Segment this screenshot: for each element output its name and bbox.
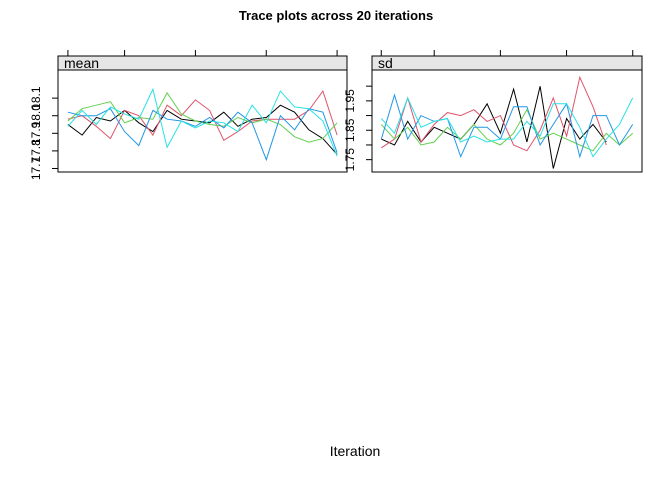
panel-frame-mean [57,69,348,173]
panels-layer: mean 17.717.817.918.018.1 sd 1.75 1.85 1.95 [29,50,643,180]
series-line-mean-4 [67,108,338,162]
strip-label-mean: mean [64,55,99,71]
series-line-sd-4 [380,93,634,159]
panel-sd: sd 1.75 1.85 1.95 [343,50,643,173]
panel-mean: mean 17.717.817.918.018.1 [29,50,348,180]
series-line-mean-3 [67,91,338,143]
x-axis-label: Iteration [330,443,381,459]
panel-frame-sd [371,69,643,173]
series-group-sd [380,75,634,169]
y-tick-label-sd-2: 1.85 [343,118,357,142]
y-tick-label-mean-3: 18.0 [29,104,43,128]
series-line-sd-5 [380,96,634,158]
series-group-mean [67,87,338,162]
strip-mean [57,55,348,71]
series-line-mean-2 [67,90,338,142]
strip-label-sd: sd [378,55,393,71]
series-line-sd-2 [381,75,607,152]
y-tick-label-mean-4: 18.1 [29,86,43,110]
y-tick-label-mean-2: 17.9 [29,121,43,145]
y-tick-label-mean-1: 17.8 [29,139,43,163]
series-line-mean-1 [67,104,338,155]
series-line-mean-5 [67,87,338,157]
chart-title: Trace plots across 20 iterations [239,8,433,23]
y-tick-label-sd-4: 1.95 [343,89,357,113]
y-tick-label-sd-0: 1.75 [343,148,357,172]
y-tick-label-mean-0: 17.7 [29,156,43,180]
strip-sd [371,55,643,71]
